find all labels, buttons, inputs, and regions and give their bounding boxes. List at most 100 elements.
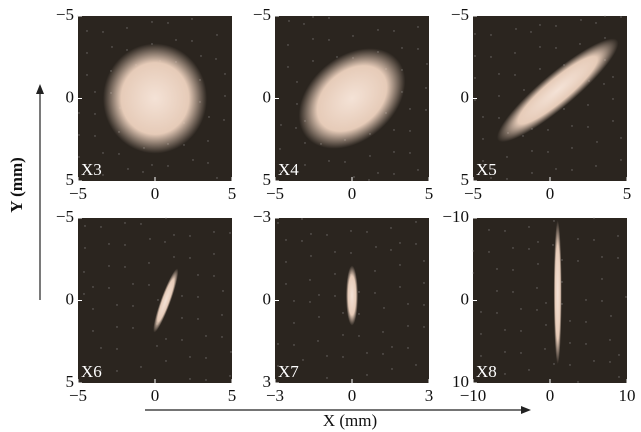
noise-speck xyxy=(84,247,85,248)
noise-speck xyxy=(191,40,192,41)
noise-speck xyxy=(480,355,481,356)
noise-speck xyxy=(156,345,157,346)
noise-speck xyxy=(539,46,540,47)
y-tick-label: 5 xyxy=(66,372,75,391)
figure: Y (mm) X (mm) X3−505−505X4−505−505X5−505… xyxy=(0,0,641,432)
noise-speck xyxy=(537,241,538,242)
noise-speck xyxy=(358,291,359,292)
noise-speck xyxy=(496,268,497,269)
noise-speck xyxy=(336,56,337,57)
noise-speck xyxy=(617,257,618,258)
noise-speck xyxy=(426,63,427,64)
noise-speck xyxy=(205,357,206,358)
noise-speck xyxy=(92,330,93,331)
noise-speck xyxy=(312,16,313,17)
noise-speck xyxy=(287,44,288,45)
noise-speck xyxy=(528,226,529,227)
noise-speck xyxy=(530,31,531,32)
noise-speck xyxy=(522,135,523,136)
noise-speck xyxy=(148,262,149,263)
noise-speck xyxy=(366,231,367,232)
noise-speck xyxy=(579,43,580,44)
noise-speck xyxy=(612,98,613,99)
noise-speck xyxy=(601,300,602,301)
noise-speck xyxy=(124,244,125,245)
y-tick-label: −5 xyxy=(253,5,271,24)
noise-speck xyxy=(391,368,392,369)
noise-speck xyxy=(181,339,182,340)
noise-speck xyxy=(118,153,119,154)
noise-speck xyxy=(504,329,505,330)
noise-speck xyxy=(224,73,225,74)
x-tick-label: 5 xyxy=(228,184,237,203)
panel-label: X3 xyxy=(81,160,102,179)
noise-speck xyxy=(86,52,87,53)
noise-speck xyxy=(358,335,359,336)
noise-speck xyxy=(149,238,150,239)
y-tick-label: 0 xyxy=(461,87,470,106)
noise-speck xyxy=(94,135,95,136)
noise-speck xyxy=(472,272,473,273)
noise-speck xyxy=(407,347,408,348)
noise-speck xyxy=(382,353,383,354)
noise-speck xyxy=(304,142,305,143)
noise-speck xyxy=(285,283,286,284)
noise-speck xyxy=(207,162,208,163)
noise-speck xyxy=(520,308,521,309)
x-axis-title: X (mm) xyxy=(323,411,377,430)
noise-speck xyxy=(595,165,596,166)
noise-speck xyxy=(625,296,626,297)
noise-speck xyxy=(512,269,513,270)
panel-label: X5 xyxy=(476,160,497,179)
noise-speck xyxy=(498,73,499,74)
noise-speck xyxy=(304,164,305,165)
noise-speck xyxy=(609,361,610,362)
x-tick-label: 3 xyxy=(425,386,434,405)
noise-speck xyxy=(293,322,294,323)
noise-speck xyxy=(577,381,578,382)
noise-speck xyxy=(514,74,515,75)
noise-speck xyxy=(116,370,117,371)
noise-speck xyxy=(215,58,216,59)
noise-speck xyxy=(167,165,168,166)
noise-speck xyxy=(474,77,475,78)
noise-speck xyxy=(488,229,489,230)
noise-speck xyxy=(545,324,546,325)
noise-speck xyxy=(165,360,166,361)
noise-speck xyxy=(571,147,572,148)
noise-speck xyxy=(78,112,79,113)
noise-speck xyxy=(520,330,521,331)
noise-speck xyxy=(585,343,586,344)
noise-speck xyxy=(173,256,174,257)
noise-speck xyxy=(326,355,327,356)
y-tick-label: 5 xyxy=(66,170,75,189)
noise-speck xyxy=(423,304,424,305)
noise-speck xyxy=(474,99,475,100)
noise-speck xyxy=(593,239,594,240)
noise-speck xyxy=(393,30,394,31)
y-tick-label: −5 xyxy=(451,5,469,24)
y-tick-label: −5 xyxy=(56,5,74,24)
x-arrow-head xyxy=(521,406,531,414)
noise-speck xyxy=(539,68,540,69)
noise-speck xyxy=(375,246,376,247)
noise-speck xyxy=(474,55,475,56)
y-tick-label: 5 xyxy=(263,170,272,189)
noise-speck xyxy=(285,261,286,262)
noise-speck xyxy=(569,364,570,365)
y-tick-label: 0 xyxy=(263,289,272,308)
noise-speck xyxy=(352,35,353,36)
noise-speck xyxy=(374,292,375,293)
noise-speck xyxy=(409,130,410,131)
noise-speck xyxy=(277,222,278,223)
noise-speck xyxy=(328,160,329,161)
noise-speck xyxy=(287,66,288,67)
noise-speck xyxy=(216,177,217,178)
panel-label: X8 xyxy=(476,362,497,381)
noise-speck xyxy=(531,172,532,173)
noise-speck xyxy=(596,141,597,142)
noise-speck xyxy=(618,376,619,377)
noise-speck xyxy=(350,230,351,231)
noise-speck xyxy=(108,243,109,244)
noise-speck xyxy=(132,305,133,306)
